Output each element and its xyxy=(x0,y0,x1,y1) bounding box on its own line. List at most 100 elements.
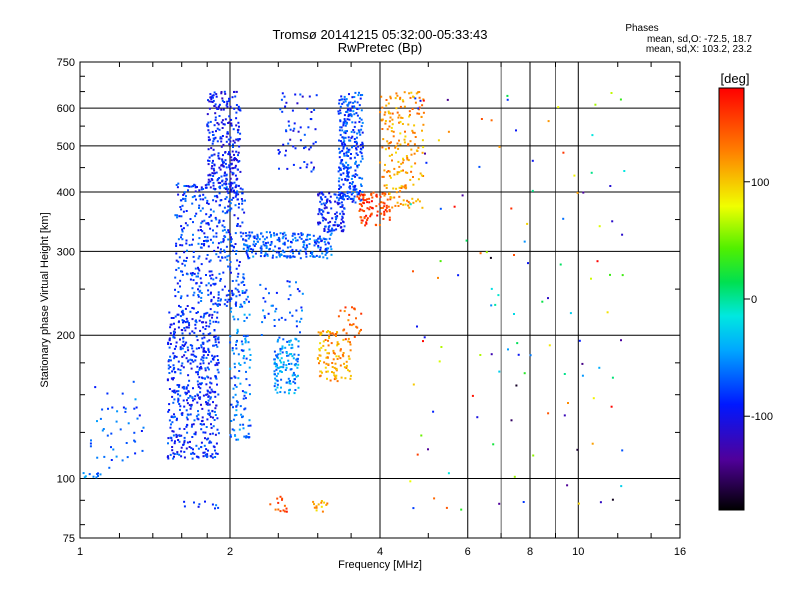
data-point xyxy=(354,169,357,172)
data-point xyxy=(172,364,175,367)
data-point xyxy=(126,456,129,459)
data-point xyxy=(289,245,292,248)
data-point xyxy=(317,246,320,249)
data-point xyxy=(298,290,301,293)
data-point xyxy=(247,257,250,260)
data-point xyxy=(215,200,218,203)
data-point xyxy=(304,248,307,251)
colorbar-tick-label: 100 xyxy=(751,177,769,189)
data-point xyxy=(366,201,369,204)
data-point xyxy=(391,123,394,126)
data-point xyxy=(446,98,449,101)
data-point xyxy=(235,405,238,408)
data-point xyxy=(177,390,180,393)
data-point xyxy=(188,379,191,382)
data-point xyxy=(264,287,267,290)
data-point xyxy=(385,104,388,107)
data-point xyxy=(209,322,212,325)
data-point xyxy=(337,110,340,113)
data-point xyxy=(314,128,317,131)
data-point xyxy=(387,205,390,208)
data-point xyxy=(412,176,414,178)
data-point xyxy=(181,414,184,416)
data-point xyxy=(194,327,197,330)
data-point xyxy=(236,159,238,162)
data-point xyxy=(189,310,192,313)
data-point xyxy=(328,192,331,195)
data-point xyxy=(336,331,339,334)
data-point xyxy=(216,122,219,124)
data-point xyxy=(329,229,332,232)
data-point xyxy=(248,313,251,316)
data-point xyxy=(297,130,300,133)
data-point xyxy=(194,215,197,218)
data-point xyxy=(293,373,296,376)
data-point xyxy=(182,197,185,200)
data-point xyxy=(342,220,344,223)
data-point xyxy=(276,497,279,500)
data-point xyxy=(400,169,403,172)
data-point xyxy=(293,392,296,395)
data-point xyxy=(230,241,232,243)
data-point xyxy=(415,92,418,95)
data-point xyxy=(206,236,209,239)
data-point xyxy=(224,298,227,301)
data-point xyxy=(351,182,354,185)
data-point xyxy=(228,198,231,201)
data-point xyxy=(348,139,351,142)
data-point xyxy=(247,432,250,435)
data-point xyxy=(337,170,340,173)
data-point xyxy=(361,131,364,134)
data-point xyxy=(388,208,391,211)
data-point xyxy=(205,448,208,451)
data-point xyxy=(167,343,170,345)
data-point xyxy=(419,99,422,102)
data-point xyxy=(212,94,215,97)
data-point xyxy=(414,162,417,165)
data-point xyxy=(332,333,335,336)
data-point xyxy=(169,366,172,368)
data-point xyxy=(202,451,205,454)
data-point xyxy=(402,169,404,172)
data-point xyxy=(174,315,177,318)
data-point xyxy=(403,138,406,141)
data-point xyxy=(183,320,185,323)
data-point xyxy=(134,398,137,401)
data-point xyxy=(189,413,192,416)
data-point xyxy=(547,412,550,415)
data-point xyxy=(199,382,201,385)
data-point xyxy=(177,267,180,270)
data-point xyxy=(243,211,246,214)
data-point xyxy=(338,102,341,105)
data-point xyxy=(206,403,209,406)
data-point xyxy=(341,210,344,213)
data-point xyxy=(205,393,208,396)
data-point xyxy=(342,194,345,197)
data-point xyxy=(228,143,231,146)
data-point xyxy=(219,204,221,207)
data-point xyxy=(566,484,569,487)
data-point xyxy=(317,237,320,240)
data-point xyxy=(247,424,250,427)
colorbar-scale xyxy=(718,87,745,511)
data-point xyxy=(366,207,369,210)
data-point xyxy=(239,423,242,426)
data-point xyxy=(211,410,214,413)
data-point xyxy=(226,102,229,105)
data-point xyxy=(387,110,390,113)
data-point xyxy=(205,325,208,328)
data-point xyxy=(230,124,233,127)
data-point xyxy=(515,384,518,387)
data-point xyxy=(229,300,232,302)
data-point xyxy=(238,125,240,128)
data-point xyxy=(345,111,348,113)
data-point xyxy=(353,335,356,338)
data-point xyxy=(173,367,176,369)
data-point xyxy=(387,102,390,105)
data-point xyxy=(216,345,219,348)
data-point xyxy=(171,421,174,424)
data-point xyxy=(358,91,360,94)
data-point xyxy=(356,132,359,135)
data-point xyxy=(232,315,235,318)
data-point xyxy=(173,347,176,350)
